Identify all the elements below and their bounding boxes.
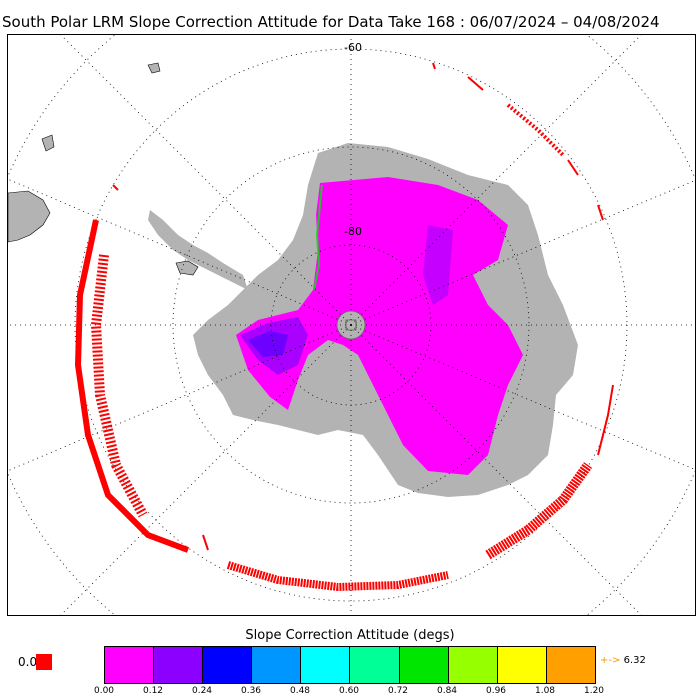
island [175,260,199,276]
outlier-track-southeast [485,462,593,560]
colorbar-tick-label: 1.20 [583,686,605,696]
colorbar-tick-label: 0.24 [191,686,213,696]
colorbar [104,646,596,684]
outlier-track-south [226,561,449,592]
data-region-variation [248,331,288,357]
over-range-label: +-> 6.32 [600,655,646,666]
data-region-edge [313,184,323,291]
colorbar-cell [105,647,155,683]
colorbar-ticks: 0.00 0.12 0.24 0.36 0.48 0.60 0.72 0.84 0.96 1.08… [94,686,604,698]
outlier-track-north [597,204,604,221]
colorbar-tick-label: 0.00 [93,686,115,696]
under-range-swatch [36,654,52,670]
island [147,62,161,74]
colorbar-cell [546,647,595,683]
over-range-arrow: +-> [600,655,621,666]
polar-map: -60 -80 [7,34,696,616]
colorbar-cell [399,647,449,683]
polar-map-svg [8,35,695,615]
lat-label-80: -80 [344,225,362,238]
colorbar-tick-label: 1.08 [534,686,556,696]
colorbar-tick-label: 0.72 [387,686,409,696]
graticule [8,35,695,615]
island [41,134,55,152]
colorbar-tick-label: 0.48 [289,686,311,696]
colorbar-cell [203,647,253,683]
colorbar-cell [497,647,547,683]
outlier-track-west [74,219,190,553]
outlier-track-northeast [506,103,565,157]
south-america-tip [8,190,51,243]
lat-label-60: -60 [344,41,362,54]
outlier-track-north [567,159,579,176]
map-title: South Polar LRM Slope Correction Attitud… [2,13,660,31]
legend-title: Slope Correction Attitude (degs) [245,628,455,643]
colorbar-cell [448,647,498,683]
colorbar-cell [154,647,204,683]
outlier-track-west-tick [112,184,119,191]
outlier-track-east [597,384,614,456]
outlier-track-north [467,76,484,91]
antarctic-peninsula [148,210,248,290]
colorbar-tick-label: 0.60 [338,686,360,696]
outlier-track-sw-tick [202,534,209,551]
under-range-label: 0.0 [18,655,38,669]
outlier-tracks [74,62,614,592]
outlier-track-north [432,62,436,70]
data-region-variation [423,225,453,305]
colorbar-tick-label: 0.12 [142,686,164,696]
colorbar-cell [350,647,400,683]
colorbar-cell [252,647,302,683]
colorbar-tick-label: 0.84 [436,686,458,696]
colorbar-cell [301,647,351,683]
over-range-value: 6.32 [623,655,646,666]
outlier-track-west-inner [90,254,148,518]
data-region-variation [240,317,308,375]
colorbar-tick-label: 0.96 [485,686,507,696]
colorbar-tick-label: 0.36 [240,686,262,696]
